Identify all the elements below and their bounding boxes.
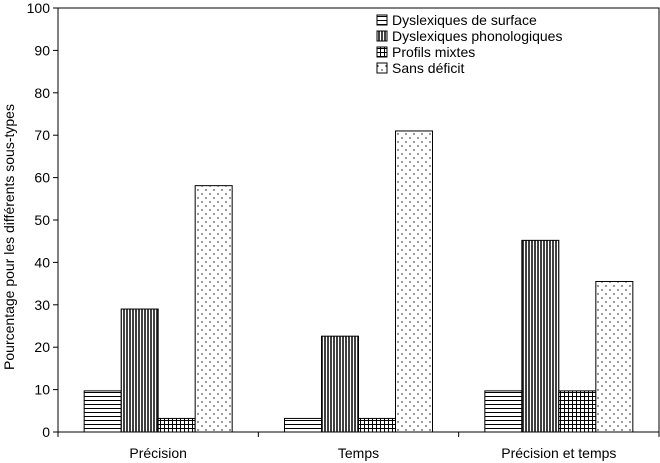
bar — [484, 390, 523, 433]
y-tick-label: 50 — [34, 212, 50, 228]
x-category-label: Précision et temps — [501, 445, 616, 461]
bar — [83, 390, 122, 433]
y-tick-label: 80 — [34, 85, 50, 101]
y-tick-label: 20 — [34, 339, 50, 355]
legend-swatch — [376, 46, 388, 58]
legend-swatch — [376, 30, 388, 42]
y-axis: 0 10 20 30 40 50 60 70 80 90 100 — [27, 0, 58, 440]
bar — [558, 390, 597, 433]
legend-swatch — [376, 62, 388, 74]
y-tick-label: 100 — [27, 0, 51, 16]
y-tick-label: 10 — [34, 382, 50, 398]
legend-entry: Profils mixtes — [392, 44, 475, 60]
y-tick-label: 70 — [34, 127, 50, 143]
y-axis-label: Pourcentage pour les différents sous-typ… — [1, 104, 17, 370]
y-tick-label: 40 — [34, 254, 50, 270]
bar — [284, 417, 322, 433]
bar — [358, 417, 396, 433]
legend-entry: Dyslexiques de surface — [392, 12, 537, 28]
y-tick-label: 30 — [34, 297, 50, 313]
bar — [157, 417, 196, 433]
bar — [521, 239, 560, 433]
y-tick-label: 0 — [42, 424, 50, 440]
bar — [321, 335, 359, 433]
legend-entry: Sans déficit — [392, 60, 464, 76]
y-tick-label: 90 — [34, 42, 50, 58]
y-tick-label: 60 — [34, 170, 50, 186]
legend-swatch — [376, 14, 388, 26]
legend-entry: Dyslexiques phonologiques — [392, 28, 562, 44]
bar — [595, 280, 634, 433]
x-category-label: Précision — [129, 445, 187, 461]
x-category-label: Temps — [338, 445, 379, 461]
x-axis: Précision Temps Précision et temps — [57, 432, 660, 461]
bars — [83, 130, 634, 433]
bar — [194, 185, 233, 433]
bar — [395, 130, 433, 433]
bar — [120, 308, 159, 433]
